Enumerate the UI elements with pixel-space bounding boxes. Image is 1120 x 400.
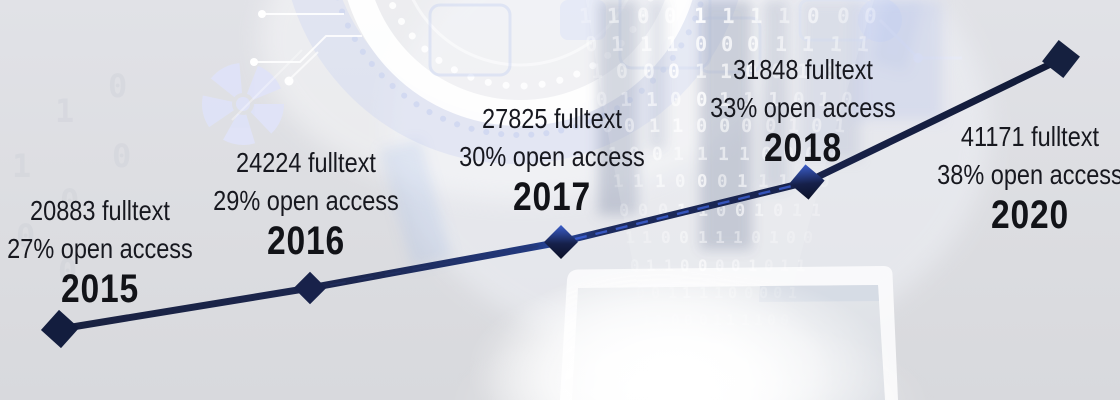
label-2016: 24224 fulltext 29% open access 2016: [163, 144, 449, 262]
marker-2016-diamond-icon: [293, 271, 327, 305]
open-access-share: 30% open access: [459, 141, 645, 172]
label-2020: 41171 fulltext 38% open access 2020: [887, 118, 1120, 236]
year-label: 2016: [266, 219, 346, 263]
marker-2015-diamond-icon: [40, 309, 80, 349]
fulltext-count: 20883 fulltext: [30, 195, 170, 226]
light-burst: [470, 270, 890, 400]
label-2017: 27825 fulltext 30% open access 2017: [409, 100, 695, 218]
year-label: 2017: [512, 175, 592, 219]
circuit-lines-icon: [231, 10, 362, 121]
marker-2018-diamond-icon: [789, 164, 825, 200]
line-sheen-dashes: [574, 182, 801, 241]
open-access-share: 27% open access: [7, 233, 193, 264]
open-access-share: 29% open access: [213, 185, 399, 216]
gear-icon: [202, 63, 284, 145]
fulltext-count: 24224 fulltext: [236, 147, 376, 178]
light-beam: [586, 0, 874, 298]
year-label: 2015: [60, 267, 140, 311]
year-label: 2018: [763, 126, 843, 170]
label-2018: 31848 fulltext 33% open access 2018: [660, 51, 946, 169]
open-access-share: 33% open access: [710, 92, 896, 123]
fulltext-count: 27825 fulltext: [482, 103, 622, 134]
line-sheen-dashes-left: [329, 244, 546, 286]
data-streaks: [598, 0, 942, 250]
fulltext-count: 31848 fulltext: [733, 54, 873, 85]
label-2015: 20883 fulltext 27% open access 2015: [0, 192, 243, 310]
year-label: 2020: [990, 193, 1070, 237]
marker-2020-diamond-icon: [1042, 40, 1080, 78]
open-access-share: 38% open access: [937, 159, 1120, 190]
fulltext-count: 41171 fulltext: [960, 121, 1100, 152]
